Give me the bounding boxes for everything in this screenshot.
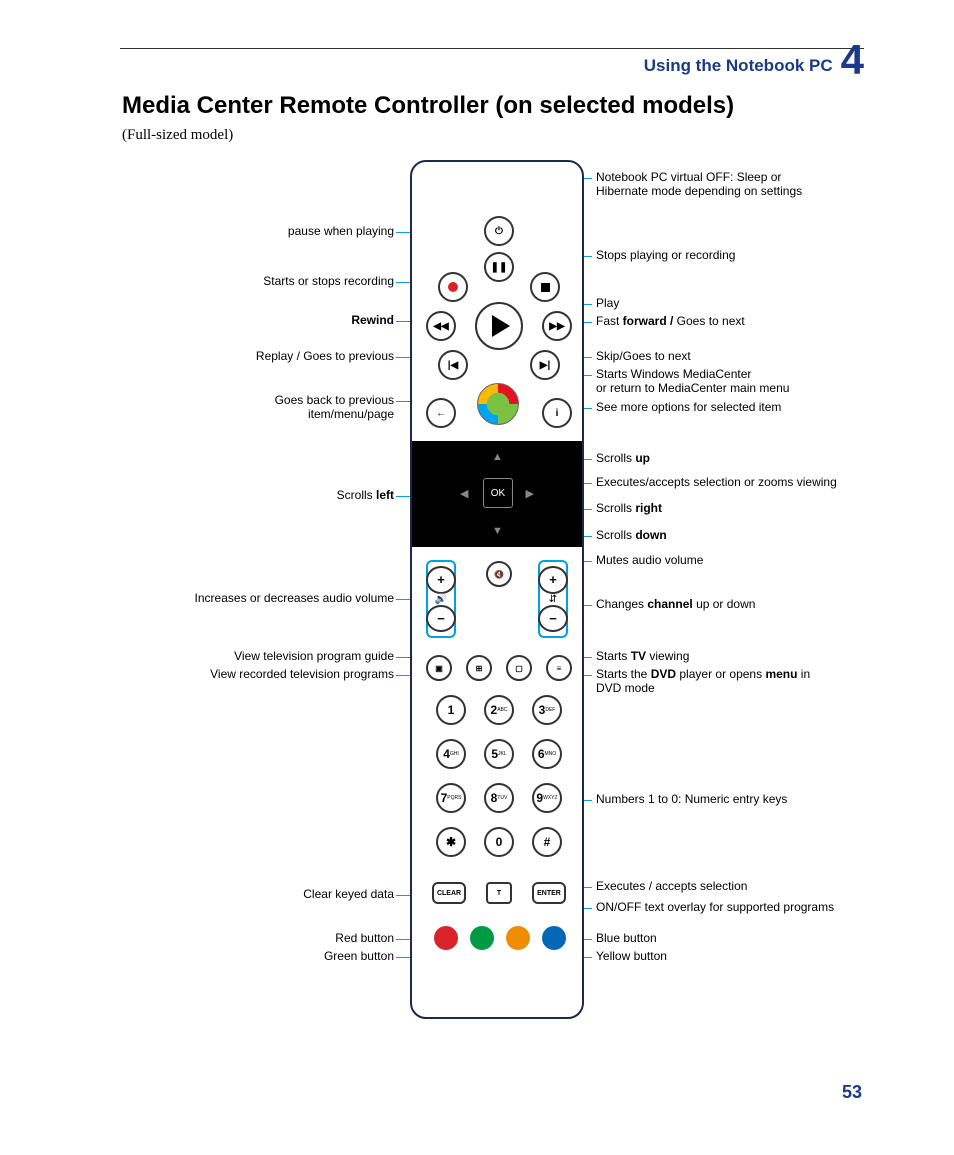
- page-subtitle: (Full-sized model): [122, 127, 233, 144]
- numpad-key: ✱: [436, 827, 466, 857]
- guide-button: ⊞: [466, 655, 492, 681]
- nav-pad: OK ▲ ▼ ◀ ▶: [412, 441, 582, 547]
- label-left: Red button: [335, 931, 394, 945]
- label-left: Replay / Goes to previous: [256, 349, 394, 363]
- enter-button: ENTER: [532, 882, 566, 904]
- numpad-key: 2ABC: [484, 695, 514, 725]
- down-arrow: ▼: [492, 525, 503, 537]
- numpad-key: 3DEF: [532, 695, 562, 725]
- label-left: Scrolls left: [337, 488, 394, 502]
- numpad-key: 0: [484, 827, 514, 857]
- label-left: Goes back to previousitem/menu/page: [275, 393, 394, 421]
- numpad-key: 5JKL: [484, 739, 514, 769]
- label-right: Executes/accepts selection or zooms view…: [596, 475, 837, 489]
- numpad-key: 4GHI: [436, 739, 466, 769]
- mute-button: 🔇: [486, 561, 512, 587]
- numpad-key: #: [532, 827, 562, 857]
- section-title: Using the Notebook PC: [644, 56, 833, 76]
- label-right: Stops playing or recording: [596, 248, 735, 262]
- play-button: [475, 302, 523, 350]
- next-button: ▶|: [530, 350, 560, 380]
- back-button: ←: [426, 398, 456, 428]
- ok-button: OK: [483, 478, 513, 508]
- chapter-number: 4: [841, 36, 864, 84]
- stop-button: [530, 272, 560, 302]
- label-right: Scrolls right: [596, 501, 662, 515]
- label-right: Numbers 1 to 0: Numeric entry keys: [596, 792, 787, 806]
- color-button: [434, 926, 458, 950]
- label-right: Fast forward / Goes to next: [596, 314, 745, 328]
- color-button: [542, 926, 566, 950]
- label-right: Starts the DVD player or opens menu inDV…: [596, 667, 810, 695]
- page-title: Media Center Remote Controller (on selec…: [122, 92, 734, 120]
- label-left: Clear keyed data: [303, 887, 394, 901]
- numpad-key: 8TUV: [484, 783, 514, 813]
- label-right: ON/OFF text overlay for supported progra…: [596, 900, 834, 914]
- info-button: i: [542, 398, 572, 428]
- label-left: Increases or decreases audio volume: [195, 591, 394, 605]
- record-button: [438, 272, 468, 302]
- power-button: ⏻: [484, 216, 514, 246]
- previous-button: |◀: [438, 350, 468, 380]
- label-right: Scrolls down: [596, 528, 667, 542]
- up-arrow: ▲: [492, 451, 503, 463]
- rewind-button: ◀◀: [426, 311, 456, 341]
- label-left: pause when playing: [288, 224, 394, 238]
- label-right: See more options for selected item: [596, 400, 781, 414]
- label-right: Starts Windows MediaCenteror return to M…: [596, 367, 789, 395]
- clear-button: CLEAR: [432, 882, 466, 904]
- page-number: 53: [842, 1082, 862, 1103]
- left-arrow: ◀: [460, 487, 468, 500]
- volume-rocker: + 🔊 −: [426, 560, 456, 638]
- numpad-key: 9WXYZ: [532, 783, 562, 813]
- label-right: Skip/Goes to next: [596, 349, 691, 363]
- header: Using the Notebook PC 4: [120, 48, 864, 83]
- pause-button: ❚❚: [484, 252, 514, 282]
- label-right: Changes channel up or down: [596, 597, 755, 611]
- label-right: Starts TV viewing: [596, 649, 689, 663]
- label-right: Notebook PC virtual OFF: Sleep orHiberna…: [596, 170, 802, 198]
- label-right: Blue button: [596, 931, 657, 945]
- label-left: Rewind: [351, 313, 394, 327]
- color-button: [506, 926, 530, 950]
- recorded-tv-button: ▣: [426, 655, 452, 681]
- label-right: Yellow button: [596, 949, 667, 963]
- numpad-key: 1: [436, 695, 466, 725]
- label-right: Scrolls up: [596, 451, 650, 465]
- numpad-key: 7PQRS: [436, 783, 466, 813]
- label-right: Play: [596, 296, 619, 310]
- label-right: Executes / accepts selection: [596, 879, 747, 893]
- label-left: View recorded television programs: [210, 667, 394, 681]
- fast-forward-button: ▶▶: [542, 311, 572, 341]
- media-center-button: [477, 383, 519, 425]
- color-button: [470, 926, 494, 950]
- teletext-button: T: [486, 882, 512, 904]
- channel-rocker: + ⇵ −: [538, 560, 568, 638]
- right-arrow: ▶: [526, 487, 534, 500]
- live-tv-button: ▢: [506, 655, 532, 681]
- remote-body: ⏻ ❚❚ ◀◀ ▶▶ |◀ ▶| ← i OK ▲ ▼ ◀ ▶ + 🔊 − 🔇 …: [410, 160, 584, 1019]
- label-left: View television program guide: [234, 649, 394, 663]
- label-right: Mutes audio volume: [596, 553, 703, 567]
- label-left: Green button: [324, 949, 394, 963]
- label-left: Starts or stops recording: [263, 274, 394, 288]
- numpad-key: 6MNO: [532, 739, 562, 769]
- dvd-menu-button: ≡: [546, 655, 572, 681]
